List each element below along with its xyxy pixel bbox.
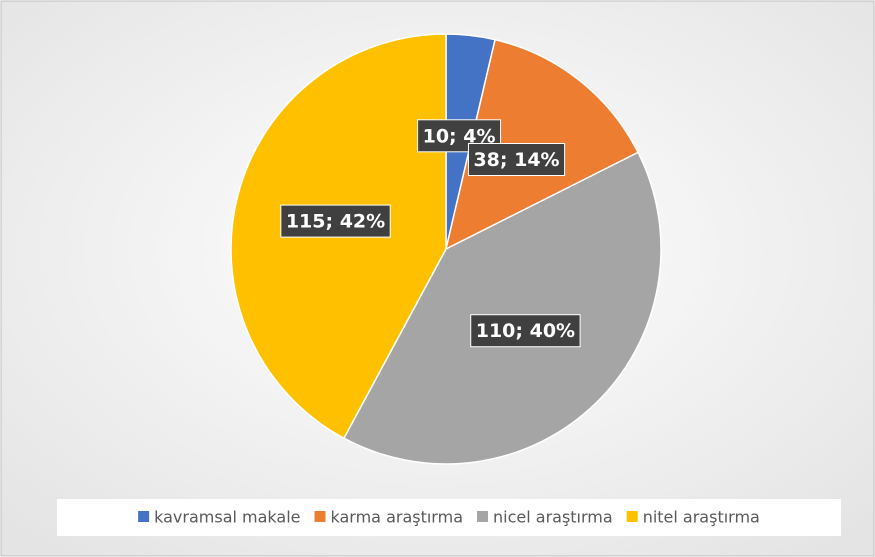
legend: kavramsal makale karma araştırma nicel ara… xyxy=(138,508,760,527)
data-label: 115; 42% xyxy=(286,211,385,233)
legend-label: nitel araştırma xyxy=(643,508,760,527)
legend-label: karma araştırma xyxy=(331,508,464,527)
data-label: 38; 14% xyxy=(473,149,559,171)
legend-swatch xyxy=(138,511,150,522)
legend-label: kavramsal makale xyxy=(154,508,300,527)
data-label-box xyxy=(470,314,581,348)
data-label-box xyxy=(280,204,391,238)
legend-swatch xyxy=(626,511,638,522)
data-label: 10; 4% xyxy=(423,125,496,147)
legend-swatch xyxy=(477,511,489,522)
data-labels: 10; 4%38; 14% 110; 40% 115; 42% xyxy=(280,119,581,348)
pie xyxy=(230,33,662,465)
data-label: 110; 40% xyxy=(476,320,575,342)
legend-swatch xyxy=(314,511,326,522)
data-label-box xyxy=(467,143,566,177)
legend-label: nicel araştırma xyxy=(493,508,613,527)
pie-slice xyxy=(342,151,662,465)
legend-box xyxy=(57,499,841,536)
